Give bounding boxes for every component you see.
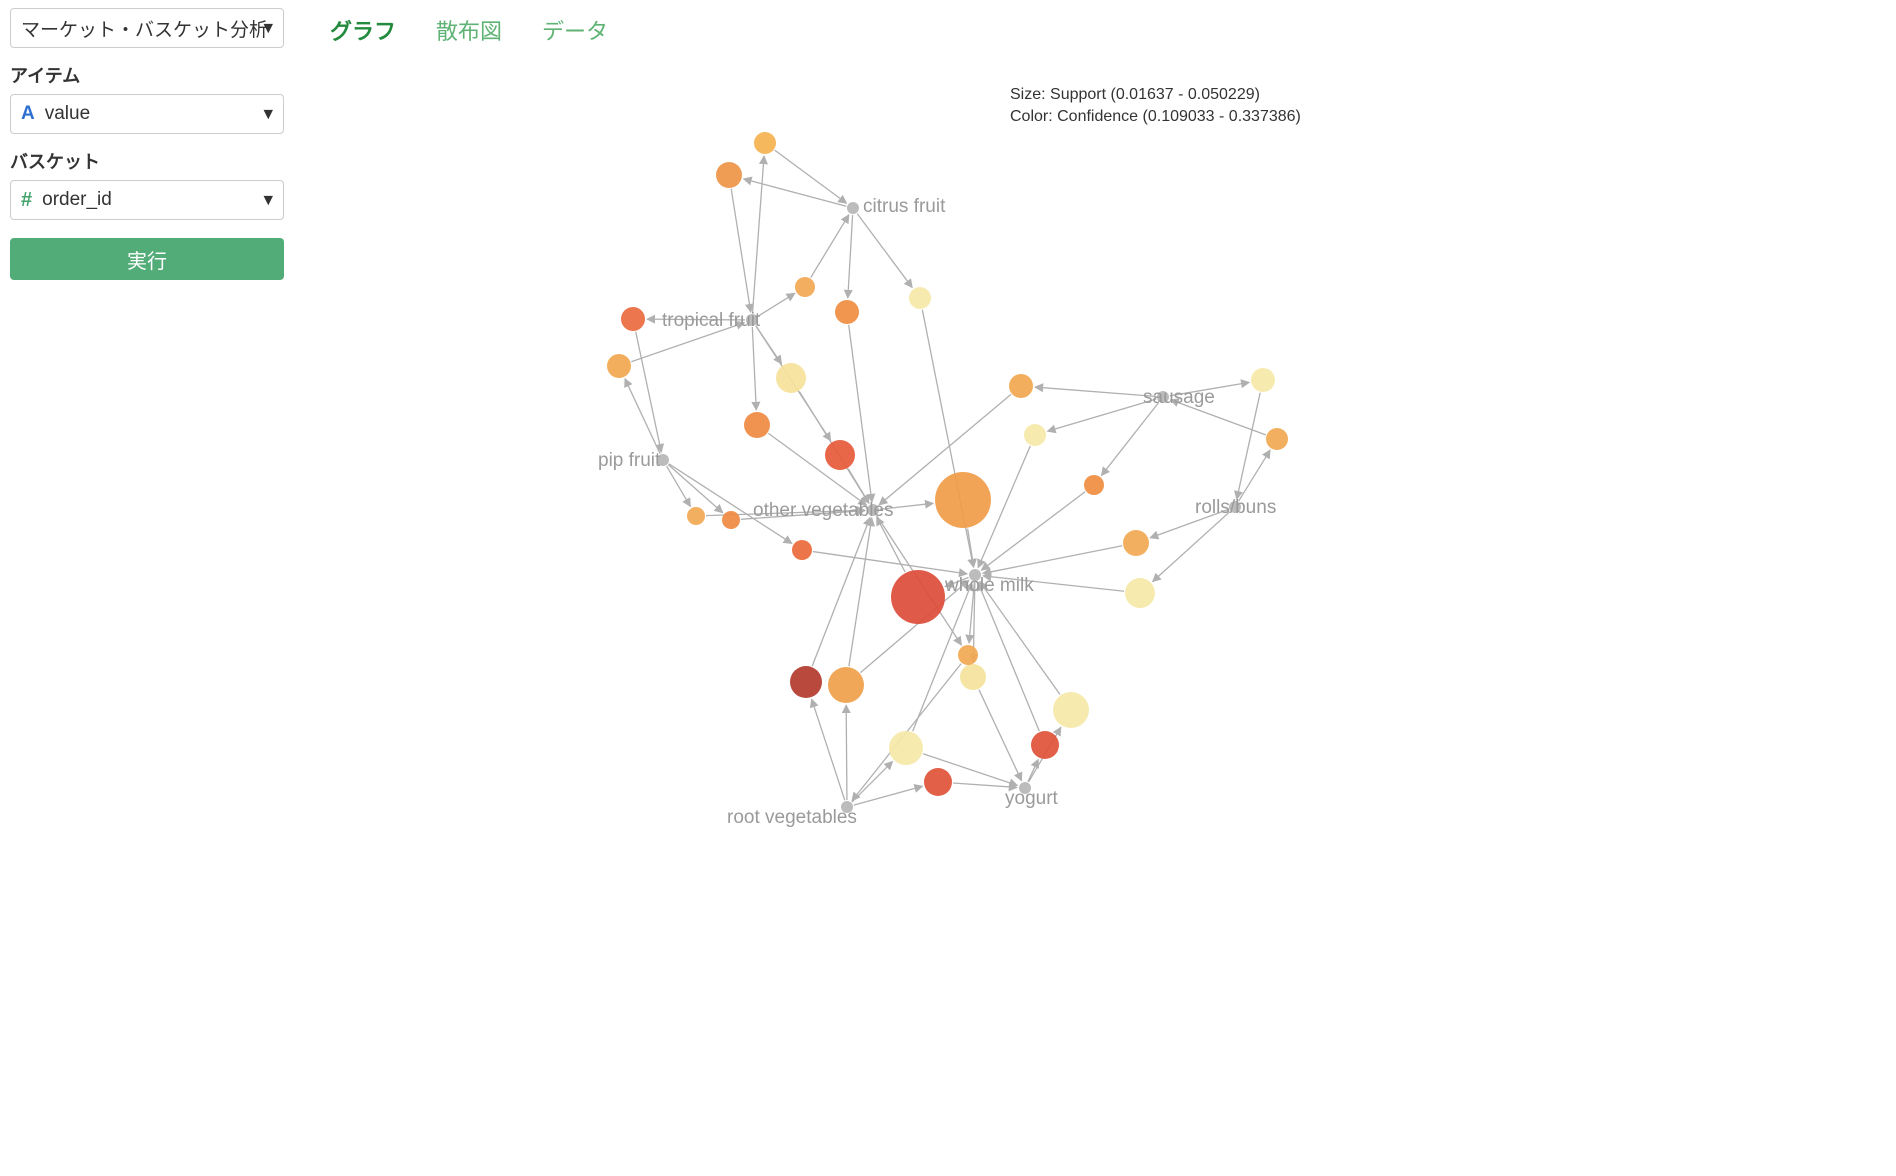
graph-edge — [968, 529, 974, 567]
rule-node[interactable] — [891, 570, 945, 624]
number-type-icon: # — [21, 189, 32, 212]
caret-down-icon: ▾ — [263, 103, 273, 126]
graph-edge — [758, 293, 795, 316]
graph-edge — [668, 465, 723, 513]
rule-node[interactable] — [958, 645, 978, 665]
graph-edge — [775, 150, 847, 203]
network-graph[interactable]: citrus fruit tropical fruit pip fruit other… — [300, 60, 1400, 880]
item-node-label: other vegetables — [753, 500, 894, 521]
graph-edge — [813, 552, 967, 574]
rule-node[interactable] — [835, 300, 859, 324]
caret-down-icon: ▾ — [263, 17, 273, 40]
item-node-label: rolls/buns — [1195, 497, 1276, 518]
graph-edge — [846, 705, 847, 800]
rule-node[interactable] — [776, 363, 806, 393]
graph-edge — [812, 517, 870, 666]
view-tabs: グラフ 散布図 データ — [330, 14, 608, 46]
text-type-icon: A — [21, 103, 35, 125]
graph-edge — [1239, 450, 1270, 501]
graph-edge — [812, 699, 845, 800]
item-node-label: root vegetables — [727, 807, 857, 828]
rule-node[interactable] — [792, 540, 812, 560]
rule-node[interactable] — [909, 287, 931, 309]
item-node-label: yogurt — [1005, 788, 1059, 809]
sidebar: マーケット・バスケット分析 ▾ アイテム A value ▾ バスケット # o… — [10, 8, 284, 280]
rule-node[interactable] — [1031, 731, 1059, 759]
rule-node[interactable] — [744, 412, 770, 438]
graph-edge — [667, 466, 691, 506]
graph-edge — [983, 546, 1122, 574]
tab-scatter-label: 散布図 — [436, 19, 502, 44]
graph-edge — [848, 469, 869, 503]
run-button[interactable]: 実行 — [10, 238, 284, 280]
graph-edge — [979, 690, 1022, 781]
graph-edge — [981, 492, 1085, 571]
rule-node[interactable] — [1266, 428, 1288, 450]
graph-edge — [731, 189, 751, 312]
graph-edge — [636, 332, 662, 452]
analysis-type-select[interactable]: マーケット・バスケット分析 ▾ — [10, 8, 284, 48]
graph-edge — [1153, 512, 1230, 582]
rule-node[interactable] — [1009, 374, 1033, 398]
rule-node[interactable] — [716, 162, 742, 188]
graph-edge — [953, 783, 1017, 787]
graph-edge — [1237, 393, 1260, 499]
item-node-label: tropical fruit — [662, 310, 761, 331]
rule-node[interactable] — [924, 768, 952, 796]
rule-node[interactable] — [1251, 368, 1275, 392]
rule-node[interactable] — [825, 440, 855, 470]
item-select[interactable]: A value ▾ — [10, 94, 284, 134]
tab-graph-label: グラフ — [330, 19, 396, 44]
graph-edge — [848, 215, 853, 298]
rule-node[interactable] — [790, 666, 822, 698]
graph-edge — [922, 310, 973, 567]
graph-edge — [1028, 760, 1038, 782]
item-label: アイテム — [10, 62, 284, 88]
rule-node[interactable] — [1053, 692, 1089, 728]
caret-down-icon: ▾ — [263, 189, 273, 212]
tab-graph[interactable]: グラフ — [330, 14, 396, 46]
rule-node[interactable] — [621, 307, 645, 331]
tab-scatter[interactable]: 散布図 — [436, 14, 502, 46]
item-value: value — [45, 103, 90, 125]
rule-node[interactable] — [754, 132, 776, 154]
rule-node[interactable] — [960, 664, 986, 690]
rule-node[interactable] — [722, 511, 740, 529]
analysis-type-value: マーケット・バスケット分析 — [21, 15, 268, 42]
item-node[interactable] — [847, 202, 859, 214]
graph-edge — [752, 327, 756, 410]
graph-edge — [743, 179, 846, 206]
graph-edge — [980, 582, 1060, 695]
item-node-label: whole milk — [944, 575, 1034, 596]
rule-node[interactable] — [828, 667, 864, 703]
rule-node[interactable] — [935, 472, 991, 528]
item-node-label: pip fruit — [598, 450, 661, 471]
item-node-label: citrus fruit — [863, 196, 946, 217]
rule-node[interactable] — [1125, 578, 1155, 608]
rule-node[interactable] — [1123, 530, 1149, 556]
graph-edge — [625, 379, 660, 454]
tab-data[interactable]: データ — [542, 14, 608, 46]
run-button-label: 実行 — [127, 251, 167, 273]
graph-edge — [857, 214, 912, 288]
graph-edge — [849, 518, 872, 666]
rule-node[interactable] — [1084, 475, 1104, 495]
basket-select[interactable]: # order_id ▾ — [10, 180, 284, 220]
rule-node[interactable] — [889, 731, 923, 765]
rule-node[interactable] — [687, 507, 705, 525]
graph-edge — [768, 433, 866, 505]
graph-edge — [1035, 387, 1156, 396]
graph-edge — [753, 156, 765, 313]
basket-value: order_id — [42, 189, 112, 211]
tab-data-label: データ — [542, 19, 608, 44]
item-node-label: sausage — [1143, 387, 1215, 408]
graph-edge — [811, 215, 849, 278]
rule-node[interactable] — [607, 354, 631, 378]
graph-edge — [1101, 403, 1158, 476]
rule-node[interactable] — [795, 277, 815, 297]
basket-label: バスケット — [10, 148, 284, 174]
rule-node[interactable] — [1024, 424, 1046, 446]
